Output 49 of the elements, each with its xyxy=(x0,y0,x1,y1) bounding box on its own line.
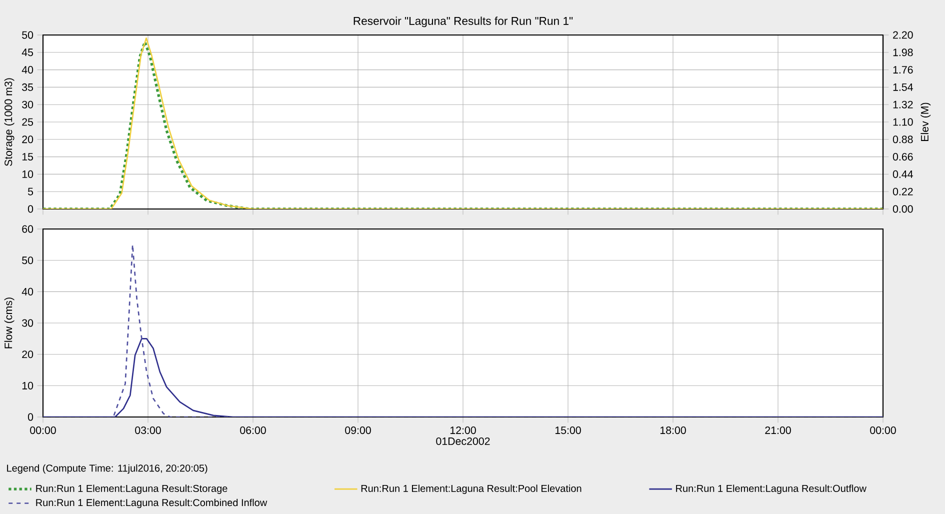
x-tick-label: 03:00 xyxy=(135,426,161,434)
y2-tick-label: 1.10 xyxy=(893,118,913,126)
y-axis-title: Flow (cms) xyxy=(4,298,14,348)
y2-tick-label: 0.22 xyxy=(892,188,913,196)
y2-tick-label: 0.00 xyxy=(892,205,913,213)
y-tick-label: 20 xyxy=(22,350,34,358)
text: Run:Run 1 Element:Laguna Result:Storage xyxy=(36,484,228,494)
y2-tick-label: 1.98 xyxy=(893,48,913,56)
y-tick-label: 40 xyxy=(22,66,34,74)
y2-tick-label: 1.76 xyxy=(893,66,913,74)
text: Run:Run 1 Element:Laguna Result:Pool Elevation xyxy=(361,484,582,494)
legend-label: Run:Run 1 Element:Laguna Result:Combined Inflow xyxy=(36,498,268,508)
y-tick-label: 20 xyxy=(22,136,34,144)
x-tick-label: 18:00 xyxy=(660,426,686,434)
legend-title: Legend (Compute Time: 11jul2016, 20:20:05) xyxy=(7,464,208,474)
y2-tick-label: 1.32 xyxy=(893,100,913,108)
y-tick-label: 10 xyxy=(22,382,34,390)
y2-tick-label: 0.66 xyxy=(892,153,913,161)
y-tick-label: 25 xyxy=(22,118,34,126)
x-tick-label: 00:00 xyxy=(30,426,56,434)
y-tick-label: 50 xyxy=(22,256,34,264)
y-tick-label: 35 xyxy=(22,83,34,91)
y2-tick-label: 1.54 xyxy=(893,83,913,91)
y-tick-label: 30 xyxy=(22,100,34,108)
y-tick-label: 0 xyxy=(28,205,34,213)
y-tick-label: 45 xyxy=(22,48,34,56)
x-tick-label: 09:00 xyxy=(345,426,371,434)
chart-title: Reservoir "Laguna" Results for Run "Run 1" xyxy=(354,16,573,28)
y2-tick-label: 2.20 xyxy=(893,31,913,39)
y-tick-label: 50 xyxy=(22,31,34,39)
y-axis-title: Storage (1000 m3) xyxy=(4,78,14,166)
y-tick-label: 15 xyxy=(22,153,34,161)
y-tick-label: 0 xyxy=(28,413,34,421)
y2-axis-title: Elev (M) xyxy=(920,102,931,141)
y-tick-label: 10 xyxy=(22,170,34,178)
y2-tick-label: 0.44 xyxy=(892,170,913,178)
x-tick-label: 06:00 xyxy=(240,426,266,434)
x-tick-label: 12:00 xyxy=(450,426,476,434)
x-axis-title: 01Dec2002 xyxy=(436,437,490,445)
line-series xyxy=(43,244,884,417)
x-tick-label: 00:00 xyxy=(870,426,896,434)
y-tick-label: 60 xyxy=(22,225,34,233)
x-tick-label: 21:00 xyxy=(765,426,791,434)
legend-label: Run:Run 1 Element:Laguna Result:Outflow xyxy=(676,484,866,494)
y-tick-label: 5 xyxy=(28,188,34,196)
x-tick-label: 15:00 xyxy=(555,426,581,434)
y2-tick-label: 0.88 xyxy=(892,136,913,144)
y-tick-label: 40 xyxy=(22,288,34,296)
y-tick-label: 30 xyxy=(22,319,34,327)
